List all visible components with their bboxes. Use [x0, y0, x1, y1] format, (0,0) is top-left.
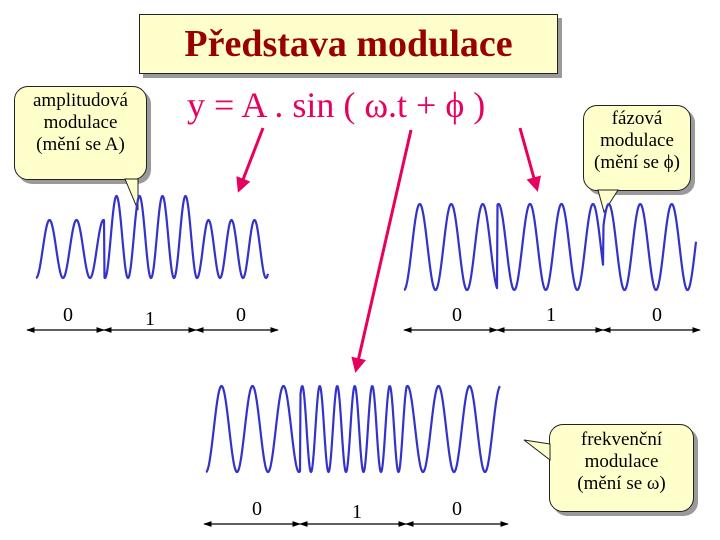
fm-bit-label-3: 0 — [452, 498, 462, 520]
callout-fm-line-2: modulace — [584, 451, 659, 472]
frequency-pointer-arrow — [351, 129, 413, 373]
am-waveform — [35, 194, 270, 280]
callout-am-line-3: (mění se A) — [36, 134, 125, 155]
callout-phase-modulation: fázová modulace (mění se ϕ) — [583, 105, 691, 191]
pm-bit-label-3: 0 — [652, 304, 662, 326]
pm-waveform — [403, 202, 698, 292]
phase-pointer-arrow — [518, 127, 542, 192]
title-box: Představa modulace — [139, 14, 558, 74]
am-bit-label-1: 0 — [63, 304, 73, 326]
modulation-formula: y = A . sin ( ω.t + ϕ ) — [187, 85, 486, 125]
amplitude-pointer-arrow — [236, 127, 265, 193]
callout-fm-tail — [523, 439, 551, 462]
callout-am-line-1: amplitudová — [33, 90, 128, 111]
fm-bit-label-2: 1 — [352, 501, 362, 523]
callout-amplitude-modulation: amplitudová modulace (mění se A) — [14, 86, 147, 180]
callout-pm-tail — [597, 189, 619, 214]
callout-frequency-modulation: frekvenční modulace (mění se ω) — [549, 424, 694, 512]
fm-waveform — [205, 384, 501, 474]
callout-pm-line-2: modulace — [600, 130, 674, 151]
callout-pm-line-3: (mění se ϕ) — [594, 152, 680, 173]
am-bit-label-3: 0 — [236, 304, 246, 326]
fm-bit-label-1: 0 — [252, 498, 262, 520]
callout-fm-line-1: frekvenční — [580, 429, 663, 450]
callout-am-tail — [124, 178, 139, 211]
callout-fm-line-3: (mění se ω) — [577, 473, 666, 494]
pm-bit-label-2: 1 — [546, 304, 556, 326]
page-title: Představa modulace — [184, 23, 513, 65]
callout-am-line-2: modulace — [43, 112, 118, 133]
pm-bit-label-1: 0 — [452, 304, 462, 326]
am-bit-label-2: 1 — [145, 308, 155, 330]
callout-pm-line-1: fázová — [611, 108, 663, 129]
